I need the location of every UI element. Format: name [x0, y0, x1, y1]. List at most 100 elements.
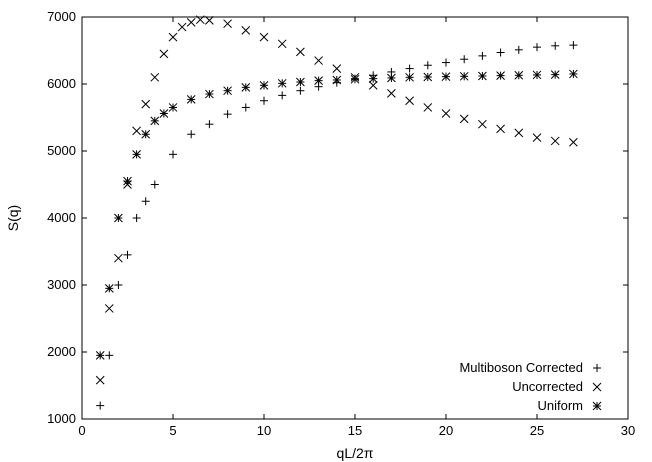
data-point-star: [223, 86, 232, 96]
data-point-plus: [442, 58, 450, 67]
data-point-plus: [105, 351, 114, 360]
data-point-cross: [132, 126, 141, 136]
data-point-star: [550, 70, 560, 79]
data-point-star: [514, 70, 524, 80]
data-point-cross: [223, 19, 232, 29]
x-tick-label: 0: [78, 423, 85, 438]
data-point-plus: [405, 64, 414, 73]
data-point-star: [259, 80, 269, 90]
data-point-plus: [278, 91, 287, 100]
data-point-star: [332, 75, 342, 85]
data-point-star: [159, 109, 169, 118]
y-tick-label: 5000: [47, 143, 76, 158]
data-point-star: [296, 77, 305, 87]
y-tick-label: 2000: [47, 344, 76, 359]
data-point-plus: [569, 41, 578, 50]
series-cross: [95, 15, 578, 385]
data-point-star: [368, 74, 378, 83]
data-point-plus: [187, 130, 196, 139]
data-point-plus: [460, 55, 469, 64]
data-point-star: [186, 95, 196, 104]
data-point-plus: [296, 86, 305, 95]
y-axis: 1000 2000 3000 4000 5000 6000 7000: [47, 9, 628, 426]
data-point-star: [532, 70, 542, 80]
data-point-cross: [550, 136, 560, 146]
x-tick-label: 25: [530, 423, 544, 438]
y-tick-label: 4000: [47, 210, 76, 225]
legend: Multiboson Corrected Uncorrected Uniform: [459, 360, 602, 413]
data-point-cross: [241, 26, 251, 35]
legend-label: Uniform: [537, 398, 583, 413]
data-point-star: [423, 72, 433, 82]
data-point-cross: [441, 109, 451, 118]
data-point-plus: [496, 48, 505, 57]
data-point-star: [168, 103, 178, 112]
x-axis-title: qL/2π: [337, 445, 374, 461]
data-point-cross: [314, 56, 323, 65]
x-tick-label: 10: [257, 423, 271, 438]
data-point-cross: [387, 89, 396, 98]
data-point-cross: [423, 103, 433, 112]
data-point-star: [241, 82, 251, 92]
data-point-cross: [496, 124, 505, 134]
data-point-plus: [423, 61, 432, 70]
data-point-star: [405, 72, 414, 82]
data-point-cross: [114, 253, 123, 263]
data-point-star: [350, 74, 360, 84]
data-point-cross: [459, 114, 469, 124]
data-point-plus: [205, 120, 214, 129]
data-point-star: [205, 89, 214, 99]
y-tick-label: 6000: [47, 76, 76, 91]
series-plus: [96, 41, 578, 410]
data-point-cross: [141, 99, 151, 109]
data-point-plus: [223, 110, 232, 119]
data-point-cross: [186, 18, 196, 27]
data-point-cross: [205, 15, 214, 25]
data-point-star: [277, 78, 287, 88]
data-point-star: [387, 73, 396, 83]
y-tick-label: 7000: [47, 9, 76, 24]
data-point-plus: [169, 150, 177, 159]
legend-label: Uncorrected: [512, 379, 583, 394]
data-point-cross: [368, 80, 378, 90]
y-tick-label: 1000: [47, 411, 76, 426]
data-point-star: [150, 116, 160, 126]
data-point-star: [123, 176, 132, 186]
x-tick-label: 30: [621, 423, 635, 438]
legend-marker-star: [592, 401, 602, 411]
x-axis: 0 5 10 15 20 25 30: [78, 17, 635, 438]
data-point-cross: [95, 375, 105, 385]
series-star: [95, 69, 578, 360]
data-point-cross: [150, 72, 160, 82]
x-tick-label: 5: [169, 423, 176, 438]
data-point-cross: [159, 49, 169, 59]
data-point-cross: [259, 32, 269, 42]
data-point-plus: [514, 45, 523, 54]
legend-marker-plus: [593, 364, 601, 372]
legend-label: Multiboson Corrected: [459, 360, 583, 375]
x-tick-label: 15: [348, 423, 362, 438]
data-point-plus: [551, 41, 560, 50]
data-point-cross: [332, 64, 342, 73]
data-point-cross: [177, 22, 187, 32]
data-point-plus: [96, 401, 105, 410]
data-point-cross: [296, 47, 305, 57]
data-point-cross: [532, 133, 542, 142]
data-point-cross: [277, 39, 287, 49]
data-point-plus: [150, 180, 159, 189]
data-point-cross: [569, 137, 578, 147]
data-point-plus: [478, 51, 487, 60]
data-point-cross: [168, 32, 178, 42]
data-point-plus: [260, 96, 268, 105]
data-point-star: [314, 76, 323, 86]
data-point-star: [478, 71, 487, 81]
data-point-cross: [478, 119, 487, 129]
data-point-cross: [195, 15, 205, 25]
data-marks: [95, 15, 578, 410]
data-point-plus: [123, 250, 132, 259]
data-point-star: [95, 350, 105, 360]
data-point-star: [114, 213, 123, 223]
data-point-cross: [514, 128, 524, 138]
y-axis-title: S(q): [5, 205, 21, 231]
